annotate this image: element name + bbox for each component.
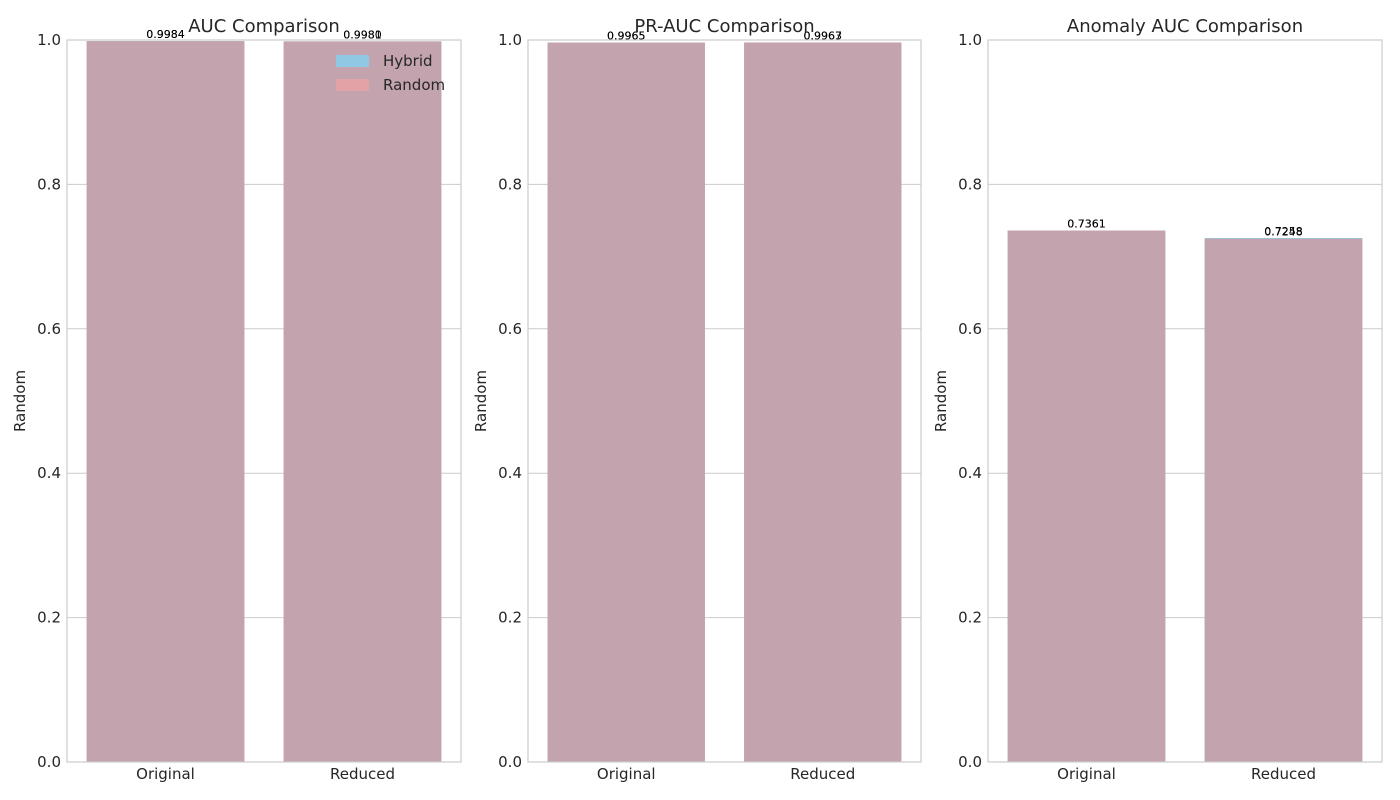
bar-overlap — [744, 42, 902, 763]
y-axis-label: Random — [932, 370, 950, 432]
y-tick-label: 0.8 — [37, 175, 61, 193]
bar-overlap — [547, 42, 705, 763]
y-tick-label: 0.8 — [498, 175, 522, 193]
y-tick-label: 1.0 — [958, 31, 982, 49]
y-tick-label: 0.6 — [498, 320, 522, 338]
value-label: 0.9980 — [343, 28, 382, 41]
y-tick-label: 1.0 — [37, 31, 61, 49]
x-tick-label: Original — [597, 765, 656, 783]
y-tick-label: 0.6 — [958, 320, 982, 338]
y-tick-label: 0.2 — [958, 609, 982, 627]
y-tick-label: 0.0 — [498, 753, 522, 771]
value-label: 0.9965 — [607, 30, 646, 43]
value-label: 0.7361 — [1067, 218, 1106, 231]
y-tick-label: 0.2 — [37, 609, 61, 627]
bar-overlap — [283, 41, 442, 763]
chart-title: Anomaly AUC Comparison — [1067, 16, 1303, 37]
y-tick-label: 0.2 — [498, 609, 522, 627]
axes-frame — [66, 39, 462, 763]
chart-panel-3: 0.73610.73610.72580.72480.00.20.40.60.81… — [932, 16, 1383, 783]
y-tick-label: 0.4 — [37, 464, 61, 482]
legend-swatch — [336, 55, 369, 67]
y-axis-label: Random — [11, 370, 29, 432]
axes-frame — [527, 39, 922, 763]
y-tick-label: 0.0 — [958, 753, 982, 771]
value-label: 0.7248 — [1264, 226, 1303, 239]
value-label: 0.9984 — [146, 28, 185, 41]
axes-frame — [987, 39, 1383, 763]
legend-swatch — [336, 79, 369, 91]
value-label: 0.7258 — [1264, 225, 1303, 238]
legend-label: Hybrid — [383, 52, 433, 70]
value-label: 0.9981 — [343, 28, 382, 41]
bar-overlap — [1204, 238, 1363, 762]
value-label: 0.9984 — [146, 28, 185, 41]
value-label: 0.9967 — [804, 29, 843, 42]
y-tick-label: 0.8 — [958, 175, 982, 193]
chart-title: AUC Comparison — [188, 16, 340, 37]
x-tick-label: Original — [136, 765, 195, 783]
x-tick-label: Reduced — [1251, 765, 1316, 783]
y-axis-label: Random — [472, 370, 490, 432]
value-label: 0.9965 — [607, 30, 646, 43]
bar-overlap — [1007, 230, 1166, 763]
legend-label: Random — [383, 76, 445, 94]
bar-overlap — [86, 41, 245, 762]
chart-title: PR-AUC Comparison — [634, 16, 814, 37]
y-tick-label: 0.4 — [958, 464, 982, 482]
x-tick-label: Reduced — [790, 765, 855, 783]
y-tick-label: 0.6 — [37, 320, 61, 338]
legend: Hybrid Random — [336, 52, 445, 94]
y-tick-label: 1.0 — [498, 31, 522, 49]
x-tick-label: Original — [1057, 765, 1116, 783]
y-tick-label: 0.0 — [37, 753, 61, 771]
y-tick-label: 0.4 — [498, 464, 522, 482]
x-tick-label: Reduced — [330, 765, 395, 783]
value-label: 0.7361 — [1067, 218, 1106, 231]
